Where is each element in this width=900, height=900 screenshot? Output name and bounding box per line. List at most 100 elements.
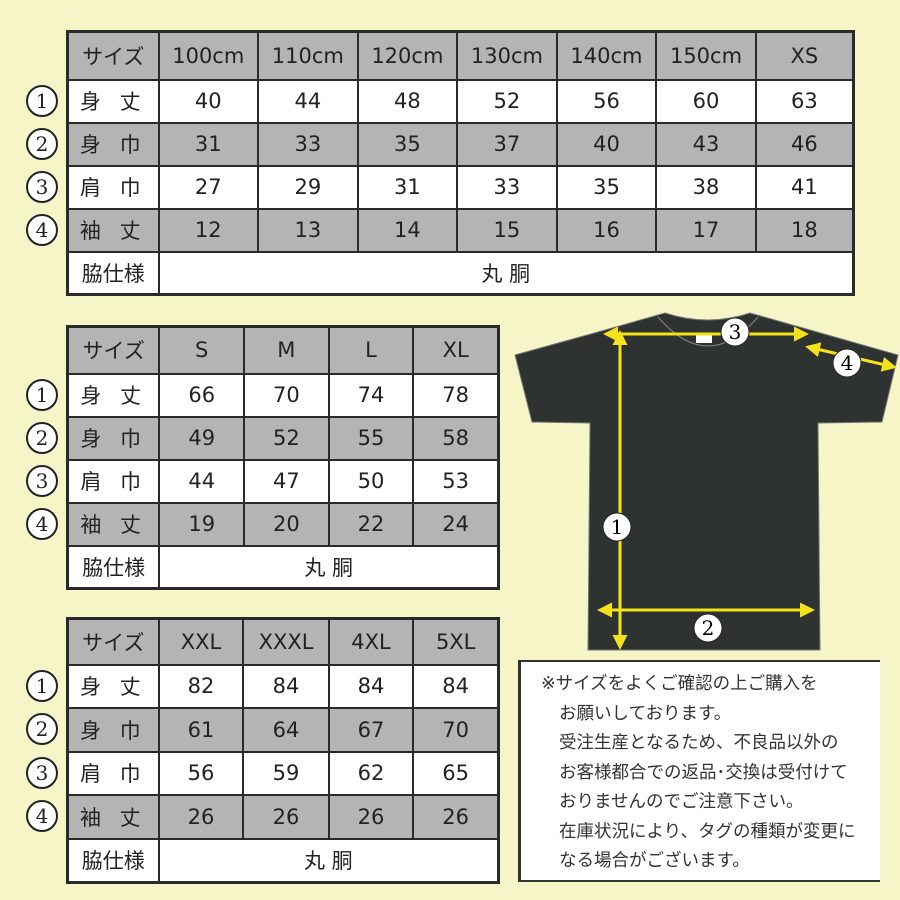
marker-1: 1 (602, 512, 632, 542)
svg-text:3: 3 (729, 320, 742, 344)
size-header: 5XL (412, 617, 500, 666)
svg-text:4: 4 (841, 351, 854, 375)
size-table-2: サイズ S M L XL 身 丈 66 70 74 78 身 巾 49 52 55 58 肩 巾 44 47 50 5… (66, 325, 500, 590)
shoulder-value: 59 (242, 750, 330, 796)
size-header: 100cm (157, 30, 260, 81)
width-value: 64 (242, 707, 330, 753)
size-header: XS (754, 30, 855, 81)
size-header: 140cm (555, 30, 658, 81)
width-value: 70 (412, 707, 500, 753)
size-header: 4XL (327, 617, 415, 666)
size-header: XXL (157, 617, 245, 666)
marker-3: 3 (720, 317, 750, 347)
table-row: 脇仕様丸 胴 (66, 544, 500, 590)
width-value: 49 (158, 415, 246, 461)
row-label-width: 身 巾 (66, 707, 160, 753)
notice-line: おりませんのでご注意下さい。 (559, 792, 804, 812)
width-value: 67 (327, 707, 415, 753)
width-value: 58 (412, 415, 500, 461)
width-value: 37 (456, 121, 558, 167)
sleeve-value: 15 (456, 207, 558, 253)
width-value: 40 (555, 121, 658, 167)
circled-number-4: 4 (26, 800, 58, 833)
width-value: 52 (243, 415, 330, 461)
width-value: 43 (655, 121, 757, 167)
row-label-side: 脇仕様 (66, 250, 160, 296)
table-row: 身 巾 49 52 55 58 (66, 415, 500, 461)
length-value: 84 (242, 663, 330, 709)
notice-line: 在庫状況により、タグの種類が変更に (559, 821, 856, 842)
row-label-width: 身 巾 (66, 415, 161, 461)
table-row: 袖 丈 26 26 26 26 (66, 794, 500, 840)
shoulder-value: 62 (327, 750, 415, 796)
table-row: 脇仕様丸 胴 (66, 250, 855, 296)
svg-text:1: 1 (611, 515, 624, 539)
shoulder-value: 33 (456, 164, 558, 210)
marker-4: 4 (832, 348, 862, 378)
length-value: 66 (158, 372, 246, 418)
notice-line: なる場合がございます。 (559, 851, 750, 871)
row-label-shoulder: 肩 巾 (66, 164, 160, 210)
table-row: 脇仕様丸 胴 (66, 837, 500, 883)
svg-text:2: 2 (702, 616, 715, 640)
length-value: 44 (257, 78, 359, 124)
row-label-sleeve: 袖 丈 (66, 207, 160, 253)
row-label-side: 脇仕様 (66, 837, 160, 883)
row-label-length: 身 丈 (66, 372, 161, 418)
length-value: 48 (356, 78, 459, 124)
size-header: S (158, 325, 246, 375)
table-row: 袖 丈 19 20 22 24 (66, 501, 500, 547)
sleeve-value: 16 (555, 207, 658, 253)
sleeve-value: 24 (412, 501, 500, 547)
row-label-shoulder: 肩 巾 (66, 458, 161, 504)
table-row: 身 丈 40 44 48 52 56 60 63 (66, 78, 855, 124)
size-header: 130cm (456, 30, 558, 81)
circled-number-3: 3 (26, 756, 58, 789)
sleeve-value: 26 (242, 794, 330, 840)
side-value: 丸 胴 (157, 837, 500, 883)
table-row: 肩 巾 44 47 50 53 (66, 458, 500, 504)
width-value: 55 (327, 415, 415, 461)
length-value: 56 (555, 78, 658, 124)
sleeve-value: 19 (158, 501, 246, 547)
size-header: 120cm (356, 30, 459, 81)
shoulder-value: 44 (158, 458, 246, 504)
sleeve-value: 20 (243, 501, 330, 547)
table-row: 肩 巾 56 59 62 65 (66, 750, 500, 796)
sleeve-value: 26 (157, 794, 245, 840)
notice-line: 受注生産となるため、不良品以外の (559, 733, 839, 753)
header-size-label: サイズ (66, 617, 160, 666)
table-row: 身 丈 82 84 84 84 (66, 663, 500, 709)
notice-line: ※サイズをよくご確認の上ご購入を (541, 674, 818, 694)
circled-number-3: 3 (26, 464, 58, 497)
circled-number-4: 4 (26, 213, 58, 246)
header-size-label: サイズ (66, 325, 161, 375)
length-value: 84 (412, 663, 500, 709)
circled-number-2: 2 (26, 421, 58, 454)
row-label-width: 身 巾 (66, 121, 160, 167)
length-value: 52 (456, 78, 558, 124)
circled-number-1: 1 (26, 669, 58, 702)
shoulder-value: 65 (412, 750, 500, 796)
table-row: 身 丈 66 70 74 78 (66, 372, 500, 418)
table-row: 身 巾 31 33 35 37 40 43 46 (66, 121, 855, 167)
shoulder-value: 47 (243, 458, 330, 504)
sleeve-value: 26 (327, 794, 415, 840)
length-value: 74 (327, 372, 415, 418)
sleeve-value: 12 (157, 207, 260, 253)
tshirt-diagram: 1 2 3 4 (514, 312, 899, 651)
shoulder-value: 50 (327, 458, 415, 504)
size-header: XXXL (242, 617, 330, 666)
table-row: 袖 丈 12 13 14 15 16 17 18 (66, 207, 855, 253)
shoulder-value: 53 (412, 458, 500, 504)
notice-line: お願いしております。 (559, 703, 732, 724)
marker-2: 2 (693, 613, 723, 643)
side-value: 丸 胴 (158, 544, 500, 590)
circled-number-1: 1 (26, 378, 58, 411)
circled-number-2: 2 (26, 713, 58, 746)
size-header: XL (412, 325, 500, 375)
shoulder-value: 31 (356, 164, 459, 210)
table-row: サイズ S M L XL (66, 325, 500, 375)
width-value: 46 (754, 121, 855, 167)
shoulder-value: 35 (555, 164, 658, 210)
